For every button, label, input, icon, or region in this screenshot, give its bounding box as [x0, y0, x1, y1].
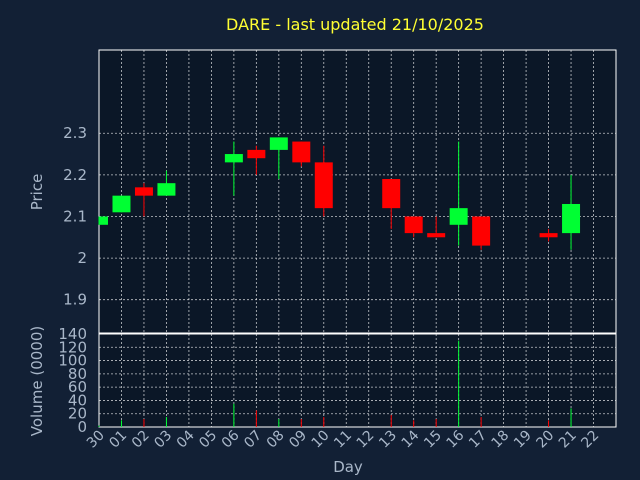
- candle-body: [292, 141, 311, 163]
- volume-tick-label: 100: [58, 352, 87, 370]
- candle-body: [427, 233, 446, 238]
- volume-bars: [98, 340, 572, 427]
- candle-body: [404, 216, 423, 234]
- candle-body: [449, 208, 468, 225]
- candle-body: [314, 162, 333, 209]
- candle-body: [224, 154, 243, 163]
- candle-body: [247, 149, 266, 159]
- candle-body: [99, 216, 108, 225]
- price-tick-label: 2.2: [63, 166, 87, 184]
- candles: [98, 137, 581, 250]
- chart-title: DARE - last updated 21/10/2025: [226, 15, 484, 34]
- candle-body: [112, 195, 131, 213]
- candle-body: [382, 179, 401, 209]
- x-tick-labels: 3001020304050607080910111213141516171819…: [84, 427, 602, 451]
- volume-panel: [98, 333, 617, 428]
- price-panel: [98, 49, 617, 334]
- price-tick-labels: 1.9 2 2.1 2.2 2.3: [63, 124, 87, 308]
- y-axis-label: Price: [28, 174, 46, 211]
- volume-tick-label: 80: [68, 365, 87, 383]
- candle-body: [539, 233, 558, 238]
- candle-body: [157, 183, 176, 196]
- x-axis-label: Day: [333, 458, 363, 476]
- candle-body: [134, 187, 153, 196]
- candle-body: [269, 137, 288, 150]
- price-tick-label: 2: [77, 249, 87, 267]
- candle-body: [472, 216, 491, 246]
- volume-tick-label: 140: [58, 325, 87, 343]
- candle-body: [562, 203, 581, 234]
- price-tick-label: 2.3: [63, 124, 87, 142]
- volume-axis-label: Volume (0000): [28, 326, 46, 436]
- price-tick-label: 2.1: [63, 207, 87, 225]
- volume-tick-label: 20: [68, 405, 87, 423]
- price-tick-label: 1.9: [63, 291, 87, 309]
- volume-tick-label: 0: [77, 418, 87, 436]
- volume-tick-label: 40: [68, 391, 87, 409]
- volume-tick-label: 60: [68, 378, 87, 396]
- volume-tick-label: 120: [58, 338, 87, 356]
